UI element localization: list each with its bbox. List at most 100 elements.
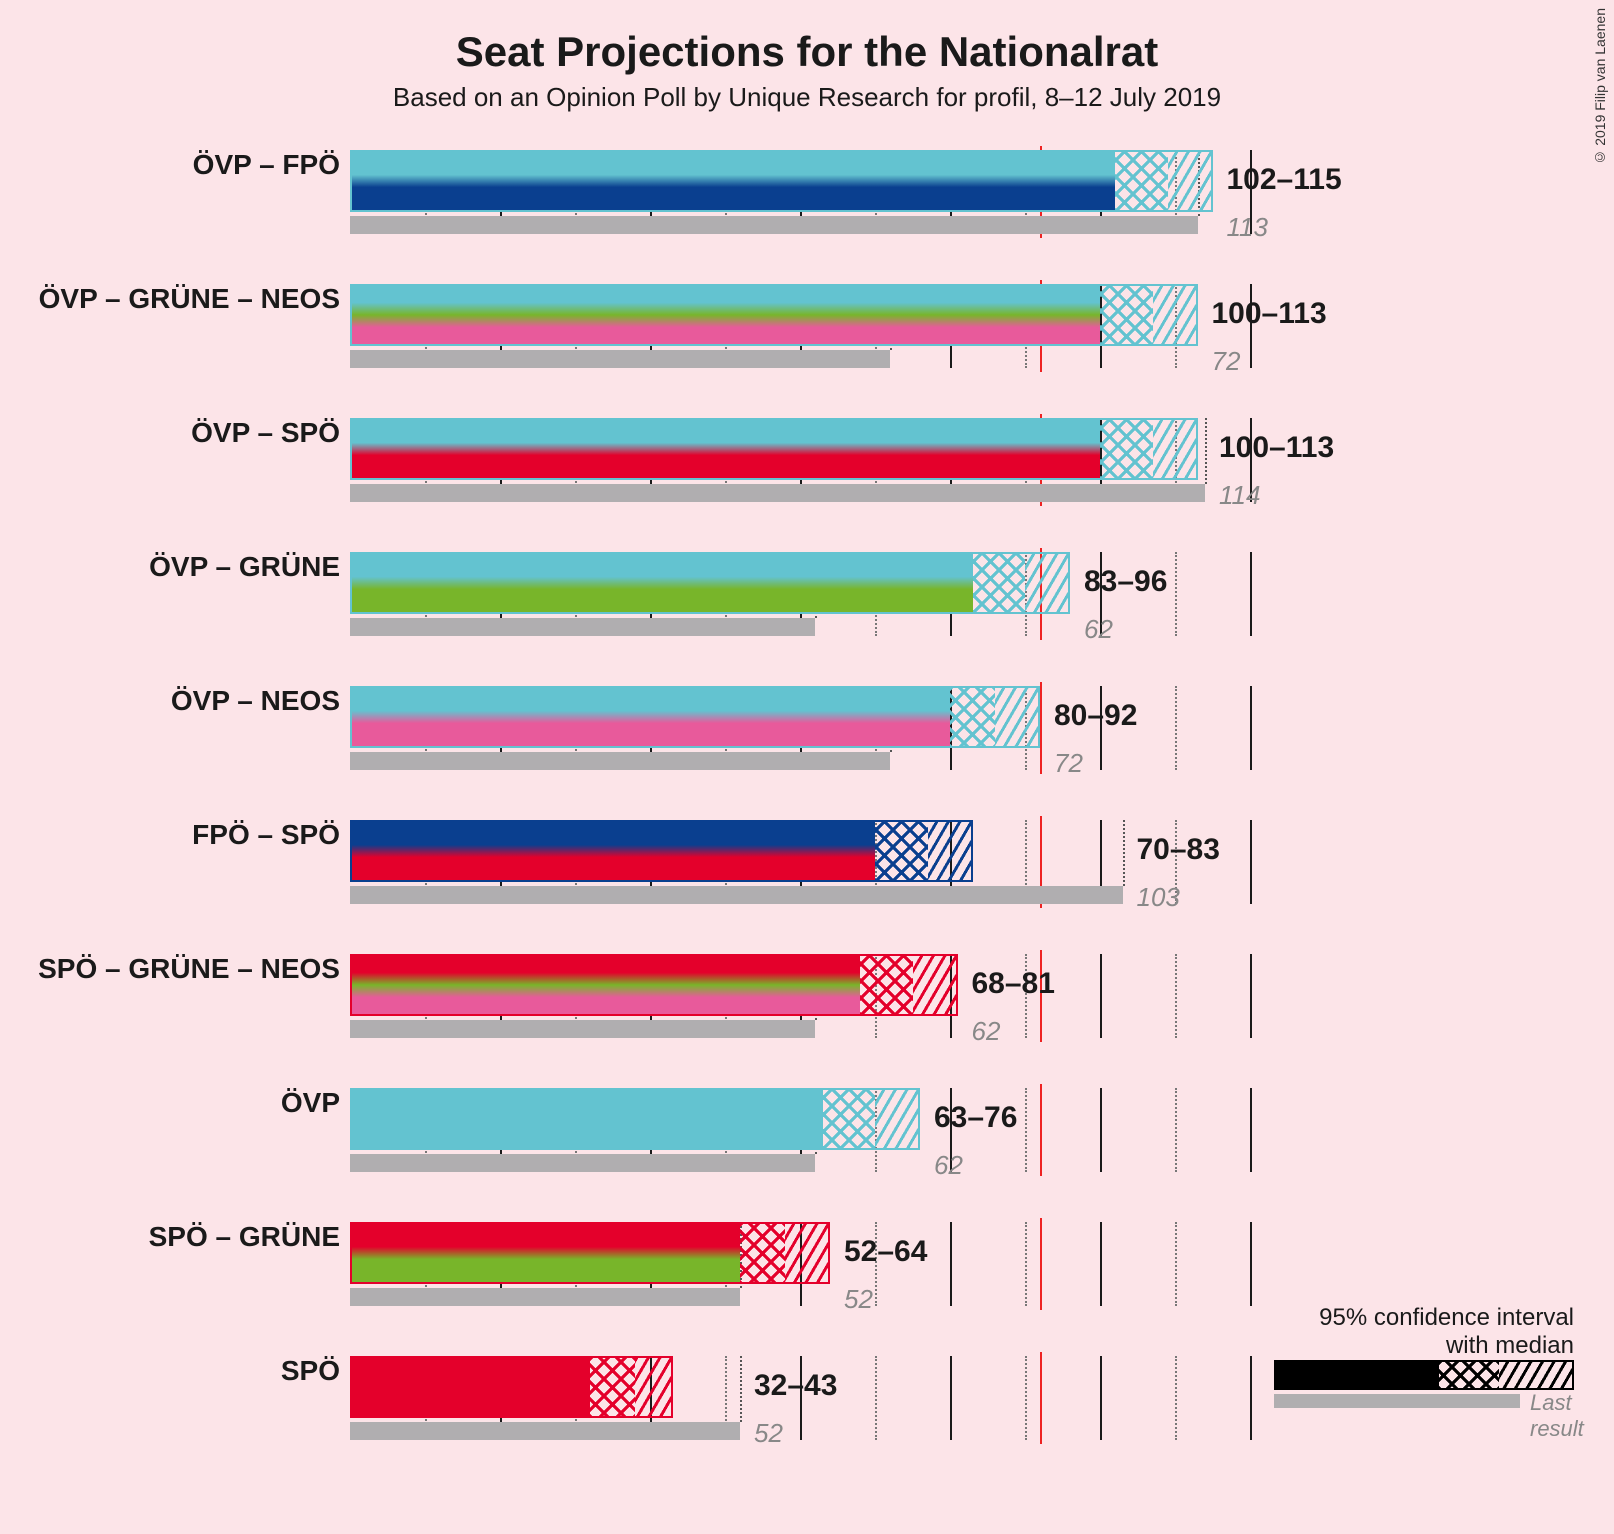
coalition-row: ÖVP – GRÜNE – NEOS 100–113 72 xyxy=(0,274,1614,408)
last-result-bar xyxy=(350,1020,815,1038)
last-result-bar xyxy=(350,752,890,770)
majority-threshold-line xyxy=(1040,1218,1042,1310)
projection-bar-outline xyxy=(350,284,1198,346)
projection-bar-outline xyxy=(350,150,1213,212)
last-result-value: 113 xyxy=(1227,212,1268,243)
legend-title-line2: with median xyxy=(1319,1332,1574,1360)
last-result-bar xyxy=(350,216,1198,234)
grid-major-line xyxy=(1250,1088,1252,1172)
coalition-label: ÖVP xyxy=(281,1088,340,1119)
projection-bar-outline xyxy=(350,418,1198,480)
projection-range-value: 80–92 xyxy=(1054,699,1137,733)
grid-major-line xyxy=(1250,552,1252,636)
projection-range-value: 100–113 xyxy=(1212,297,1327,331)
grid-major-line xyxy=(1100,1356,1102,1440)
projection-bar-outline xyxy=(350,1356,673,1418)
last-result-bar xyxy=(350,1288,740,1306)
majority-threshold-line xyxy=(1040,1352,1042,1444)
coalition-row: ÖVP – NEOS 80–92 72 xyxy=(0,676,1614,810)
projection-range-value: 68–81 xyxy=(972,967,1055,1001)
majority-threshold-line xyxy=(1040,682,1042,774)
grid-minor-line xyxy=(875,1356,877,1440)
last-result-value: 62 xyxy=(934,1150,963,1181)
coalition-row: SPÖ – GRÜNE – NEOS68–8162 xyxy=(0,944,1614,1078)
row-plot xyxy=(350,542,1250,676)
coalition-row: FPÖ – SPÖ70–83103 xyxy=(0,810,1614,944)
grid-minor-line xyxy=(1025,1222,1027,1306)
chart-title: Seat Projections for the Nationalrat xyxy=(0,28,1614,76)
legend-last-label: Last result xyxy=(1530,1390,1584,1442)
row-plot xyxy=(350,140,1250,274)
grid-major-line xyxy=(950,1356,952,1440)
projection-bar-outline xyxy=(350,954,958,1016)
grid-minor-line xyxy=(1175,552,1177,636)
legend-title: 95% confidence intervalwith median xyxy=(1319,1304,1574,1359)
coalition-row: ÖVP – SPÖ 100–113 114 xyxy=(0,408,1614,542)
chart-subtitle: Based on an Opinion Poll by Unique Resea… xyxy=(0,82,1614,113)
projection-range-value: 83–96 xyxy=(1084,565,1167,599)
coalition-row: ÖVP – GRÜNE 83–96 62 xyxy=(0,542,1614,676)
coalition-label: ÖVP – FPÖ xyxy=(193,150,340,181)
projection-range-value: 102–115 xyxy=(1227,163,1342,197)
majority-threshold-line xyxy=(1040,1084,1042,1176)
last-result-value: 114 xyxy=(1219,480,1260,511)
row-plot xyxy=(350,274,1250,408)
grid-major-line xyxy=(1250,820,1252,904)
projection-bar-outline xyxy=(350,686,1040,748)
last-result-bar xyxy=(350,350,890,368)
last-result-bar xyxy=(350,1154,815,1172)
grid-major-line xyxy=(1250,686,1252,770)
coalition-label: ÖVP – GRÜNE – NEOS xyxy=(39,284,340,315)
grid-major-line xyxy=(1250,1356,1252,1440)
coalition-label: ÖVP – GRÜNE xyxy=(149,552,340,583)
projection-range-value: 100–113 xyxy=(1219,431,1334,465)
grid-minor-line xyxy=(1175,954,1177,1038)
grid-minor-line xyxy=(1025,1356,1027,1440)
projection-bar-outline xyxy=(350,1222,830,1284)
coalition-label: ÖVP – SPÖ xyxy=(191,418,340,449)
legend: 95% confidence intervalwith medianLast r… xyxy=(1274,1360,1574,1440)
row-plot xyxy=(350,676,1250,810)
last-result-tick xyxy=(740,1356,742,1422)
last-result-value: 103 xyxy=(1137,882,1180,913)
last-result-tick xyxy=(1205,418,1207,484)
grid-major-line xyxy=(950,1222,952,1306)
grid-major-line xyxy=(1100,1222,1102,1306)
projection-range-value: 32–43 xyxy=(754,1369,837,1403)
grid-minor-line xyxy=(1025,1088,1027,1172)
row-plot xyxy=(350,408,1250,542)
last-result-value: 52 xyxy=(844,1284,873,1315)
projection-range-value: 63–76 xyxy=(934,1101,1017,1135)
last-result-bar xyxy=(350,886,1123,904)
last-result-bar xyxy=(350,1422,740,1440)
grid-major-line xyxy=(1100,954,1102,1038)
last-result-value: 72 xyxy=(1054,748,1083,779)
grid-major-line xyxy=(1250,1222,1252,1306)
projection-range-value: 52–64 xyxy=(844,1235,927,1269)
last-result-value: 62 xyxy=(1084,614,1113,645)
last-result-value: 62 xyxy=(972,1016,1001,1047)
grid-major-line xyxy=(1100,1088,1102,1172)
legend-bar-outline xyxy=(1274,1360,1574,1390)
coalition-label: ÖVP – NEOS xyxy=(171,686,340,717)
row-plot xyxy=(350,944,1250,1078)
last-result-tick xyxy=(1123,820,1125,886)
last-result-value: 52 xyxy=(754,1418,783,1449)
legend-title-line1: 95% confidence interval xyxy=(1319,1304,1574,1332)
grid-minor-line xyxy=(1175,1088,1177,1172)
grid-major-line xyxy=(1250,954,1252,1038)
row-plot xyxy=(350,1078,1250,1212)
projection-bar-outline xyxy=(350,1088,920,1150)
last-result-value: 72 xyxy=(1212,346,1241,377)
grid-minor-line xyxy=(1175,1222,1177,1306)
page-root: © 2019 Filip van Laenen Seat Projections… xyxy=(0,0,1614,1534)
coalition-row: ÖVP – FPÖ 102–115 113 xyxy=(0,140,1614,274)
projection-bar-outline xyxy=(350,820,973,882)
row-plot xyxy=(350,1212,1250,1346)
projection-bar-outline xyxy=(350,552,1070,614)
chart-area: ÖVP – FPÖ 102–115 113 ÖVP – GRÜNE – NEOS 100… xyxy=(0,140,1614,1510)
grid-minor-line xyxy=(1175,686,1177,770)
coalition-label: SPÖ xyxy=(281,1356,340,1387)
row-plot xyxy=(350,810,1250,944)
legend-last-bar xyxy=(1274,1394,1520,1408)
